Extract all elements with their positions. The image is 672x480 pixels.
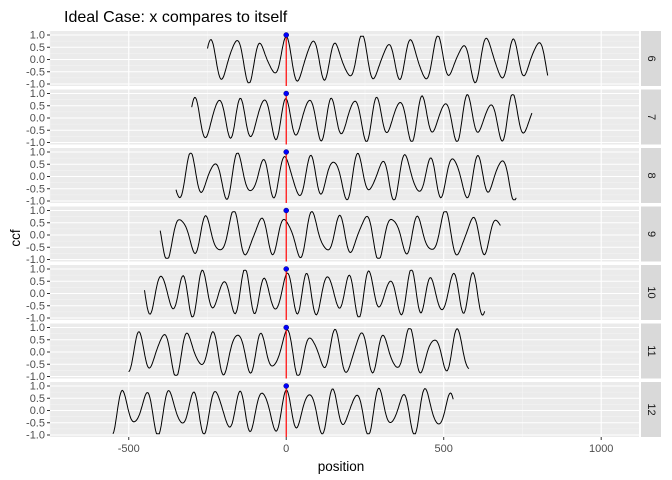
y-tick-label: 0.0 xyxy=(30,230,45,242)
facet-strip xyxy=(641,265,661,320)
x-tick-label: 1000 xyxy=(589,443,613,455)
y-axis-title: ccf xyxy=(8,229,23,247)
facet-strip xyxy=(641,31,661,86)
y-tick-label: 1.0 xyxy=(30,264,45,276)
facet-panel-11: -1.0-0.50.00.51.0 11 xyxy=(26,322,661,383)
peak-marker xyxy=(283,32,289,38)
y-tick-label: 1.0 xyxy=(30,88,45,100)
facet-strip-label: 10 xyxy=(645,286,657,298)
y-tick-label: -1.0 xyxy=(26,430,45,442)
y-tick-label: -1.0 xyxy=(26,313,45,325)
y-tick-label: -0.5 xyxy=(26,242,45,254)
facet-strip xyxy=(641,89,661,145)
facet-panel-9: -1.0-0.50.00.51.0 9 xyxy=(26,205,661,266)
facet-strip-label: 9 xyxy=(645,231,657,237)
peak-marker xyxy=(283,383,289,389)
ccf-line xyxy=(112,387,454,435)
y-tick-label: -0.5 xyxy=(26,183,45,195)
peak-marker xyxy=(283,149,289,155)
x-axis: -500 0 500 1000 xyxy=(118,437,613,455)
ccf-line xyxy=(159,211,501,259)
facet-strip xyxy=(641,206,661,262)
ccf-line xyxy=(175,152,517,201)
facet-panel-8: -1.0-0.50.00.51.0 8 xyxy=(26,147,661,208)
y-tick-label: 0.0 xyxy=(30,54,45,66)
facet-strip-label: 6 xyxy=(645,55,657,61)
y-tick-label: 0.0 xyxy=(30,113,45,125)
y-tick-label: 0.5 xyxy=(30,100,45,112)
y-tick-label: -0.5 xyxy=(26,125,45,137)
peak-marker xyxy=(283,207,289,214)
facet-strip xyxy=(641,148,661,203)
facet-strip xyxy=(641,382,661,437)
facet-panel-10: -1.0-0.50.00.51.0 10 xyxy=(26,264,661,325)
facet-panel-12: -1.0-0.50.00.51.0 12 xyxy=(26,381,661,442)
x-tick-label: -500 xyxy=(118,443,140,455)
facet-panel-7: -1.0-0.50.00.51.0 7 xyxy=(26,88,661,149)
x-tick-label: 0 xyxy=(283,443,289,455)
peak-marker xyxy=(283,266,289,272)
y-tick-label: 1.0 xyxy=(30,30,45,42)
panel-background xyxy=(50,89,639,145)
y-tick-label: 1.0 xyxy=(30,381,45,393)
facet-strip-label: 11 xyxy=(645,345,657,356)
ccf-line xyxy=(128,328,470,376)
x-tick-label: 500 xyxy=(435,443,453,455)
facet-panels: -1.0-0.50.00.51.06-1.0-0.50.00.51.07-1.0… xyxy=(26,30,661,442)
y-tick-label: 0.5 xyxy=(30,159,45,171)
y-tick-label: -0.5 xyxy=(26,300,45,312)
y-tick-label: -1.0 xyxy=(26,371,45,383)
y-tick-label: -1.0 xyxy=(26,196,45,208)
peak-marker xyxy=(283,324,289,331)
panel-background xyxy=(50,31,639,86)
y-tick-label: -0.5 xyxy=(26,359,45,371)
y-tick-label: -1.0 xyxy=(26,79,45,91)
ccf-line xyxy=(191,94,533,142)
y-tick-label: 0.0 xyxy=(30,171,45,183)
y-tick-label: -0.5 xyxy=(26,66,45,78)
chart-title: Ideal Case: x compares to itself xyxy=(64,9,288,26)
y-tick-label: 0.0 xyxy=(30,405,45,417)
y-tick-label: 1.0 xyxy=(30,322,45,334)
y-tick-label: 0.0 xyxy=(30,347,45,359)
y-tick-label: 1.0 xyxy=(30,205,45,217)
panel-background xyxy=(50,382,639,437)
y-tick-label: -0.5 xyxy=(26,417,45,429)
facet-strip-label: 8 xyxy=(645,172,657,178)
y-tick-label: 0.5 xyxy=(30,276,45,288)
y-tick-label: 0.5 xyxy=(30,393,45,405)
y-tick-label: -1.0 xyxy=(26,137,45,149)
facet-strip xyxy=(641,323,661,379)
y-tick-label: 0.5 xyxy=(30,217,45,229)
ccf-line xyxy=(207,35,549,84)
facet-panel-6: -1.0-0.50.00.51.0 6 xyxy=(26,30,661,91)
y-tick-label: -1.0 xyxy=(26,254,45,266)
peak-marker xyxy=(283,90,289,97)
ccf-line xyxy=(144,269,486,318)
x-axis-title: position xyxy=(318,459,365,474)
facet-strip-label: 12 xyxy=(645,403,657,415)
facet-strip-label: 7 xyxy=(645,114,657,120)
y-tick-label: 1.0 xyxy=(30,147,45,159)
y-tick-label: 0.5 xyxy=(30,42,45,54)
y-tick-label: 0.0 xyxy=(30,288,45,300)
y-tick-label: 0.5 xyxy=(30,334,45,346)
